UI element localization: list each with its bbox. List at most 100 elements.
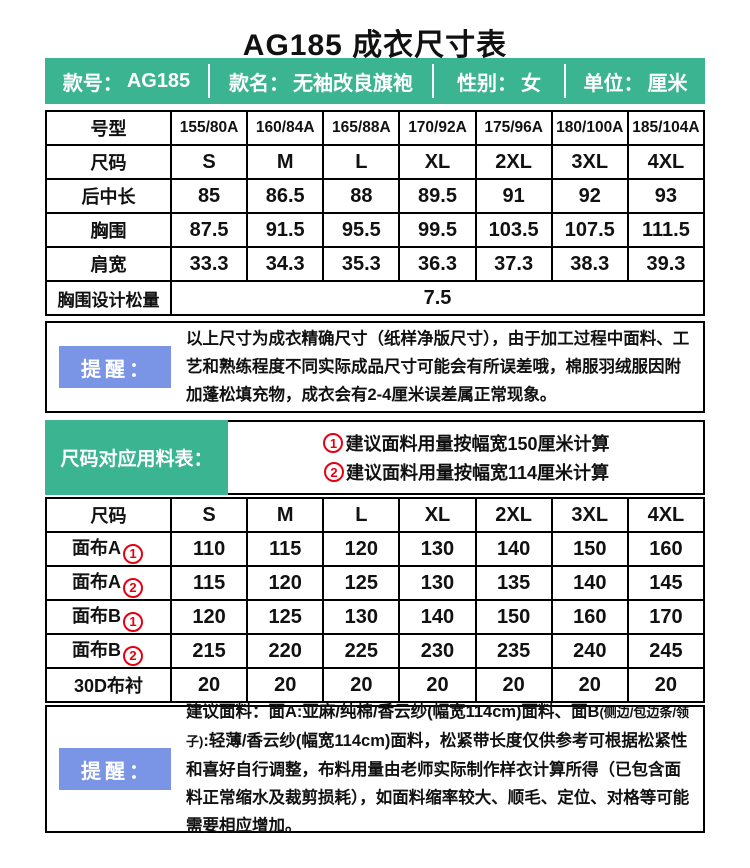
cell: 37.3 <box>474 246 553 282</box>
row-label: 号型 <box>45 110 172 146</box>
cell: 170/92A <box>398 110 477 146</box>
cell: 140 <box>398 599 477 635</box>
cell: 35.3 <box>322 246 401 282</box>
header-field-unit: 单位： 厘米 <box>566 58 705 104</box>
cell: 130 <box>398 565 477 601</box>
table-row: 胸围 87.5 91.5 95.5 99.5 103.5 107.5 111.5 <box>45 212 706 248</box>
cell: 160/84A <box>246 110 325 146</box>
cell: 245 <box>626 633 706 669</box>
header-field-value: 女 <box>521 72 541 95</box>
cell: 36.3 <box>398 246 477 282</box>
cell: 20 <box>322 667 401 703</box>
cell: 38.3 <box>550 246 629 282</box>
table-row: 面布B 1 120 125 130 140 150 160 170 <box>45 599 706 635</box>
header-field-label: 款号： <box>62 72 123 95</box>
cell: 135 <box>474 565 553 601</box>
cell: 160 <box>550 599 629 635</box>
row-label: 面布A 2 <box>45 565 172 601</box>
header-divider <box>564 64 566 98</box>
fabric-table: 尺码 S M L XL 2XL 3XL 4XL 面布A 1 110 115 120… <box>45 497 706 703</box>
cell: 3XL <box>550 497 629 533</box>
row-label: 后中长 <box>45 178 172 214</box>
cell: 120 <box>246 565 325 601</box>
reminder-text: 建议面料：面A:亚麻/纯棉/香云纱(幅宽114cm)面料、面B(侧边/包边条/领… <box>171 698 703 840</box>
row-label: 胸围 <box>45 212 172 248</box>
cell: 86.5 <box>246 178 325 214</box>
table-row: 胸围设计松量 7.5 <box>45 280 705 316</box>
header-field-label: 单位： <box>583 72 644 95</box>
row-label: 面布B 1 <box>45 599 172 635</box>
header-field-gender: 性别：女 <box>434 58 564 104</box>
cell: 150 <box>550 531 629 567</box>
cell: 160 <box>626 531 706 567</box>
cell: 99.5 <box>398 212 477 248</box>
fabric-note: 1 建议面料用量按幅宽150厘米计算 <box>321 430 610 456</box>
reminder-lead: 建议面料： <box>186 703 269 721</box>
cell: 91 <box>474 178 553 214</box>
header-bar: 款号： AG185 款名： 无袖改良旗袍 性别：女 单位： 厘米 <box>45 58 705 104</box>
cell: 145 <box>626 565 706 601</box>
row-label: 尺码 <box>45 497 172 533</box>
cell: L <box>322 144 401 180</box>
cell: 220 <box>246 633 325 669</box>
table-row: 后中长 85 86.5 88 89.5 91 92 93 <box>45 178 706 214</box>
row-label: 面布B 2 <box>45 633 172 669</box>
cell: 103.5 <box>474 212 553 248</box>
circled-number-icon: 2 <box>323 462 344 482</box>
cell: 20 <box>550 667 629 703</box>
cell: 230 <box>398 633 477 669</box>
reminder-label: 提醒： <box>59 748 171 790</box>
circled-number-icon: 1 <box>123 611 143 632</box>
cell: 180/100A <box>550 110 629 146</box>
cell: 115 <box>169 565 249 601</box>
cell: 2XL <box>474 144 553 180</box>
cell: 185/104A <box>626 110 706 146</box>
fabric-note-text: 建议面料用量按幅宽150厘米计算 <box>345 434 610 454</box>
circled-number-icon: 1 <box>123 543 143 564</box>
table-row: 面布B 2 215 220 225 230 235 240 245 <box>45 633 706 669</box>
header-field-value: 厘米 <box>647 72 688 95</box>
header-field-label: 款名： <box>229 72 289 95</box>
row-label: 尺码 <box>45 144 172 180</box>
fabric-usage-title: 尺码对应用料表： <box>45 420 228 495</box>
cell: 92 <box>550 178 629 214</box>
cell: 87.5 <box>169 212 249 248</box>
cell: 125 <box>246 599 325 635</box>
cell: 2XL <box>474 497 553 533</box>
header-field-value: AG185 <box>126 69 191 92</box>
header-field-label: 性别： <box>457 72 517 95</box>
size-table: 号型 155/80A 160/84A 165/88A 170/92A 175/9… <box>45 110 706 316</box>
cell: 155/80A <box>169 110 249 146</box>
cell: 120 <box>169 599 249 635</box>
reminder-box-1: 提醒： 以上尺寸为成衣精确尺寸（纸样净版尺寸），由于加工过程中面料、工艺和熟练程… <box>45 321 705 413</box>
cell: 20 <box>398 667 477 703</box>
cell: 175/96A <box>474 110 553 146</box>
header-field-value: 无袖改良旗袍 <box>293 72 413 95</box>
reminder-label: 提醒： <box>59 346 171 388</box>
cell: 110 <box>169 531 249 567</box>
cell: 7.5 <box>170 280 705 316</box>
cell: 91.5 <box>246 212 325 248</box>
cell: 95.5 <box>322 212 401 248</box>
header-divider <box>208 64 210 98</box>
cell: 4XL <box>626 144 706 180</box>
reminder-text: 以上尺寸为成衣精确尺寸（纸样净版尺寸），由于加工过程中面料、工艺和熟练程度不同实… <box>186 330 690 404</box>
cell: 4XL <box>626 497 706 533</box>
cell: 125 <box>322 565 401 601</box>
cell: 20 <box>246 667 325 703</box>
cell: 89.5 <box>398 178 477 214</box>
cell: XL <box>398 497 477 533</box>
reminder-box-2: 提醒： 建议面料：面A:亚麻/纯棉/香云纱(幅宽114cm)面料、面B(侧边/包… <box>45 703 705 835</box>
cell: 107.5 <box>550 212 629 248</box>
reminder-segment: 面A:亚麻/纯棉/香云纱(幅宽114cm)面料、面B <box>268 703 600 721</box>
row-label: 面布A 1 <box>45 531 172 567</box>
cell: 235 <box>474 633 553 669</box>
row-label: 30D布衬 <box>45 667 172 703</box>
cell: 165/88A <box>322 110 401 146</box>
reminder-segment-small: (侧边/包边条/领子) <box>186 705 690 749</box>
cell: 120 <box>322 531 401 567</box>
cell: 111.5 <box>626 212 706 248</box>
cell: 115 <box>246 531 325 567</box>
table-row: 尺码 S M L XL 2XL 3XL 4XL <box>45 497 706 533</box>
